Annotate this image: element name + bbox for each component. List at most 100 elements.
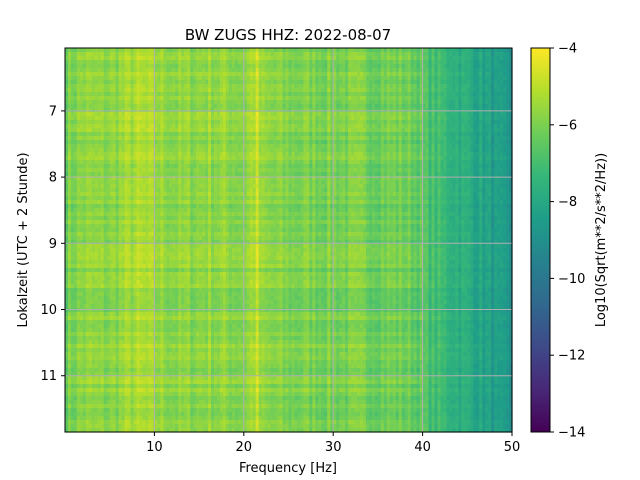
heatmap-cell — [124, 108, 129, 113]
heatmap-cell — [437, 52, 442, 57]
heatmap-cell — [377, 112, 382, 117]
heatmap-cell — [476, 84, 480, 89]
heatmap-cell — [237, 72, 242, 77]
chart-title: BW ZUGS HHZ: 2022-08-07 — [185, 26, 391, 44]
heatmap-cell — [166, 48, 170, 53]
heatmap-cell — [374, 104, 379, 109]
heatmap-cell — [458, 108, 462, 113]
heatmap-cell — [485, 76, 489, 81]
heatmap-cell — [222, 72, 227, 77]
heatmap-cell — [234, 112, 239, 117]
heatmap-cell — [216, 104, 221, 109]
heatmap-cell — [342, 108, 346, 113]
heatmap-cell — [380, 92, 385, 97]
heatmap-cell — [380, 84, 385, 89]
heatmap-cell — [139, 84, 144, 89]
heatmap-cell — [363, 92, 367, 97]
heatmap-cell — [240, 72, 245, 77]
heatmap-cell — [205, 64, 209, 69]
heatmap-cell — [443, 112, 448, 117]
heatmap-cell — [187, 60, 191, 65]
heatmap-cell — [276, 92, 281, 97]
heatmap-cell — [485, 108, 489, 113]
heatmap-cell — [467, 88, 471, 93]
heatmap-cell — [413, 104, 418, 109]
heatmap-cell — [255, 112, 260, 117]
heatmap-cell — [479, 76, 483, 81]
heatmap-cell — [443, 104, 448, 109]
heatmap-cell — [368, 60, 373, 65]
heatmap-cell — [181, 100, 185, 105]
heatmap-cell — [395, 52, 400, 57]
heatmap-cell — [127, 56, 132, 61]
heatmap-cell — [270, 60, 275, 65]
heatmap-cell — [336, 52, 340, 57]
heatmap-cell — [330, 56, 334, 61]
heatmap-cell — [348, 80, 352, 85]
heatmap-cell — [115, 76, 120, 81]
heatmap-cell — [190, 84, 194, 89]
heatmap-cell — [491, 112, 495, 117]
heatmap-cell — [491, 72, 495, 77]
heatmap-cell — [103, 76, 108, 81]
heatmap-cell — [300, 92, 304, 97]
heatmap-cell — [249, 64, 254, 69]
heatmap-cell — [258, 72, 263, 77]
heatmap-cell — [321, 68, 325, 73]
heatmap-cell — [422, 76, 427, 81]
heatmap-cell — [509, 104, 513, 109]
heatmap-cell — [130, 88, 135, 93]
heatmap-cell — [67, 60, 72, 65]
heatmap-cell — [252, 108, 257, 113]
heatmap-cell — [395, 48, 400, 53]
heatmap-cell — [82, 112, 87, 117]
heatmap-cell — [354, 116, 358, 121]
heatmap-cell — [240, 88, 245, 93]
heatmap-cell — [419, 64, 424, 69]
heatmap-cell — [318, 116, 322, 121]
heatmap-cell — [336, 112, 340, 117]
heatmap-cell — [365, 48, 370, 53]
heatmap-cell — [324, 116, 328, 121]
heatmap-cell — [181, 60, 185, 65]
heatmap-cell — [216, 100, 221, 105]
heatmap-cell — [467, 76, 471, 81]
heatmap-cell — [389, 108, 394, 113]
heatmap-cell — [65, 104, 69, 109]
heatmap-cell — [196, 60, 200, 65]
heatmap-cell — [103, 56, 108, 61]
heatmap-cell — [65, 68, 69, 73]
heatmap-cell — [228, 88, 233, 93]
heatmap-cell — [145, 80, 150, 85]
heatmap-cell — [166, 88, 170, 93]
heatmap-cell — [288, 104, 293, 109]
heatmap-cell — [476, 76, 480, 81]
heatmap-cell — [249, 116, 254, 121]
heatmap-cell — [354, 100, 358, 105]
heatmap-cell — [196, 72, 200, 77]
heatmap-cell — [222, 104, 227, 109]
heatmap-cell — [383, 76, 388, 81]
heatmap-cell — [154, 116, 158, 121]
heatmap-cell — [324, 68, 328, 73]
heatmap-cell — [392, 48, 397, 53]
heatmap-cell — [181, 92, 185, 97]
heatmap-cell — [336, 64, 340, 69]
heatmap-cell — [458, 68, 462, 73]
heatmap-cell — [225, 52, 230, 57]
heatmap-cell — [118, 92, 123, 97]
heatmap-cell — [136, 116, 141, 121]
heatmap-cell — [208, 92, 212, 97]
heatmap-cell — [425, 84, 430, 89]
heatmap-cell — [243, 60, 248, 65]
heatmap-cell — [306, 64, 310, 69]
heatmap-cell — [285, 92, 290, 97]
heatmap-cell — [327, 72, 331, 77]
heatmap-cell — [410, 104, 415, 109]
heatmap-cell — [124, 80, 129, 85]
heatmap-cell — [312, 48, 316, 53]
heatmap-cell — [103, 92, 108, 97]
heatmap-cell — [181, 112, 185, 117]
heatmap-cell — [261, 52, 266, 57]
heatmap-cell — [187, 76, 191, 81]
